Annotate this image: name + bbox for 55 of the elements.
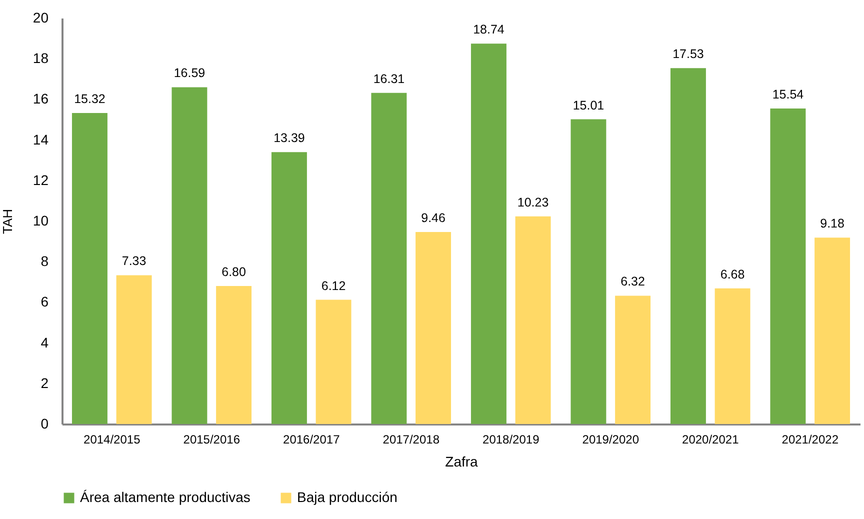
data-label: 18.74 — [473, 22, 504, 37]
x-tick-label: 2016/2017 — [283, 432, 340, 446]
x-tick-label: 2021/2022 — [782, 432, 839, 446]
data-label: 15.01 — [572, 98, 604, 112]
bar — [814, 238, 850, 424]
y-tick-label: 8 — [40, 253, 49, 270]
data-label: 6.80 — [222, 264, 246, 279]
bar — [416, 232, 452, 424]
data-label: 6.68 — [720, 267, 745, 282]
y-tick-label: 4 — [40, 334, 49, 350]
y-tick-label: 16 — [32, 90, 49, 107]
data-label: 9.46 — [421, 210, 446, 225]
data-label: 13.39 — [274, 131, 305, 146]
bar — [316, 300, 352, 424]
bar — [615, 296, 651, 424]
x-tick-label: 2018/2019 — [482, 432, 540, 446]
data-label: 7.33 — [122, 254, 146, 268]
bar — [470, 44, 506, 424]
data-label: 15.54 — [772, 88, 804, 102]
bar — [216, 286, 252, 424]
y-tick-label: 10 — [32, 212, 49, 228]
x-tick-label: 2014/2015 — [84, 432, 141, 446]
bar — [570, 119, 606, 424]
y-tick-label: 0 — [40, 416, 49, 432]
data-label: 6.32 — [620, 274, 645, 289]
x-tick-label: 2020/2021 — [682, 432, 740, 446]
bar — [72, 113, 108, 424]
data-label: 16.59 — [174, 66, 206, 80]
x-axis-title: Zafra — [445, 454, 478, 470]
y-tick-label: 18 — [32, 50, 49, 66]
legend-label: Baja producción — [297, 489, 398, 505]
bar — [271, 152, 307, 424]
y-axis-title: TAH — [0, 208, 15, 234]
bar — [116, 275, 152, 424]
y-tick-label: 20 — [32, 10, 49, 26]
bar — [515, 216, 551, 424]
data-label: 17.53 — [672, 47, 704, 62]
y-tick-label: 2 — [40, 374, 49, 391]
bar — [172, 87, 208, 424]
bar — [371, 92, 407, 424]
bar — [670, 68, 706, 424]
data-label: 6.12 — [321, 278, 346, 293]
y-tick-label: 12 — [32, 172, 49, 188]
bar — [770, 108, 806, 424]
data-label: 15.32 — [74, 92, 106, 106]
legend-label: Área altamente productivas — [80, 489, 250, 505]
y-tick-label: 6 — [40, 294, 49, 310]
x-tick-label: 2015/2016 — [183, 432, 240, 446]
bar — [714, 288, 750, 424]
x-tick-label: 2017/2018 — [382, 432, 440, 446]
data-label: 9.18 — [820, 216, 844, 231]
y-tick-label: 14 — [32, 131, 49, 148]
x-tick-label: 2019/2020 — [582, 432, 640, 446]
data-label: 16.31 — [373, 72, 405, 86]
data-label: 10.23 — [517, 195, 549, 210]
